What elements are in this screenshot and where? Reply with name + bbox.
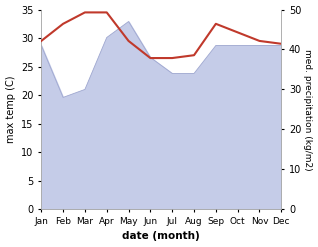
X-axis label: date (month): date (month) [122,231,200,242]
Y-axis label: max temp (C): max temp (C) [5,76,16,143]
Y-axis label: med. precipitation (kg/m2): med. precipitation (kg/m2) [303,49,313,170]
